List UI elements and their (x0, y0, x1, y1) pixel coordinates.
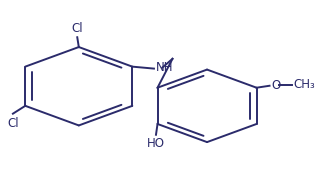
Text: CH₃: CH₃ (293, 78, 315, 91)
Text: NH: NH (156, 61, 174, 74)
Text: Cl: Cl (7, 117, 19, 130)
Text: HO: HO (147, 137, 165, 150)
Text: Cl: Cl (72, 22, 83, 35)
Text: O: O (271, 79, 280, 92)
